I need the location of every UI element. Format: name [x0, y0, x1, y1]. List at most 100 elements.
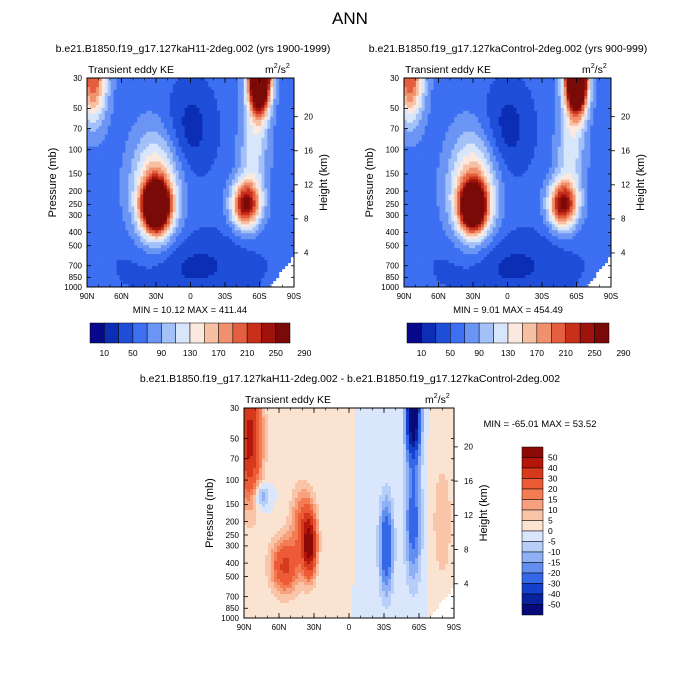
height-tick-label: 12 [304, 181, 313, 190]
x-tick-label: 60S [569, 292, 583, 301]
height-tick-label: 20 [304, 113, 313, 122]
x-tick-label: 60N [431, 292, 446, 301]
colorbar-label: 30 [548, 474, 558, 484]
x-tick-label: 30S [535, 292, 549, 301]
x-tick-label: 0 [188, 292, 193, 301]
y-axis-title: Pressure (mb) [204, 478, 216, 548]
colorbar-swatch [89, 322, 105, 344]
y-tick-label: 500 [386, 241, 400, 250]
unit-label-control: m2/s2 [582, 63, 607, 76]
colorbar-label: -10 [548, 547, 561, 557]
x-tick-label: 90N [80, 292, 95, 301]
colorbar-label: 0 [548, 526, 553, 536]
colorbar-swatch [521, 583, 544, 595]
colorbar-swatch [478, 322, 494, 344]
colorbar-swatch [493, 322, 509, 344]
colorbar-swatch [507, 322, 523, 344]
colorbar-label: 10 [100, 348, 110, 358]
y-tick-label: 850 [226, 604, 240, 613]
colorbar-label: 210 [240, 348, 254, 358]
colorbar-swatch [551, 322, 566, 344]
y-tick-label: 700 [386, 262, 400, 271]
height-tick-label: 12 [464, 511, 473, 520]
y-tick-label: 70 [73, 124, 82, 133]
colorbar-swatch [521, 572, 544, 584]
x-tick-label: 30N [149, 292, 164, 301]
x-tick-label: 90S [447, 623, 461, 632]
y-tick-label: 150 [226, 500, 240, 509]
x-tick-label: 30S [377, 623, 391, 632]
x-tick-label: 90S [287, 292, 301, 301]
colorbar-label: -50 [548, 600, 561, 610]
y-tick-label: 70 [390, 124, 399, 133]
y-tick-label: 50 [73, 104, 82, 113]
x-tick-label: 60N [114, 292, 129, 301]
colorbar-swatch [275, 322, 291, 344]
colorbar-label: 90 [157, 348, 167, 358]
colorbar-swatch [450, 322, 465, 344]
panel-title-difference: b.e21.B1850.f19_g17.127kaH11-2deg.002 - … [140, 373, 560, 385]
y-tick-label: 1000 [381, 283, 399, 292]
y-tick-label: 700 [69, 262, 83, 271]
y-tick-label: 50 [230, 434, 239, 443]
y-tick-label: 850 [69, 273, 83, 282]
colorbar-swatch [118, 322, 134, 344]
x-tick-label: 0 [505, 292, 510, 301]
heatmap-field-case [87, 78, 294, 287]
height-tick-label: 8 [621, 215, 626, 224]
colorbar-swatch [521, 541, 544, 553]
subtitle-case: Transient eddy KE [88, 64, 174, 76]
colorbar-label: -40 [548, 589, 561, 599]
colorbar-swatch [406, 322, 422, 344]
colorbar-control: 10 50 90 130 170 210 250 290 [406, 322, 631, 358]
colorbar-label: -20 [548, 568, 561, 578]
y-axis-title-right: Height (km) [318, 154, 330, 211]
height-tick-label: 20 [464, 443, 473, 452]
y-tick-label: 1000 [221, 614, 239, 623]
colorbar-swatch [132, 322, 148, 344]
x-tick-label: 0 [347, 623, 352, 632]
y-axis-title-right: Height (km) [635, 154, 647, 211]
colorbar-label: 10 [548, 505, 558, 515]
colorbar-label: 50 [548, 453, 558, 463]
colorbar-label: 170 [530, 348, 544, 358]
x-tick-label: 60S [252, 292, 266, 301]
colorbar-label: 130 [183, 348, 197, 358]
colorbar-swatch [246, 322, 262, 344]
min-max-label-case: MIN = 10.12 MAX = 411.44 [133, 305, 247, 316]
x-tick-label: 90N [237, 623, 252, 632]
y-tick-label: 200 [386, 187, 400, 196]
y-tick-label: 250 [69, 200, 83, 209]
y-tick-label: 30 [390, 74, 399, 83]
height-tick-label: 8 [304, 215, 309, 224]
panel-title-control: b.e21.B1850.f19_g17.127kaControl-2deg.00… [369, 43, 647, 55]
colorbar-swatch [261, 322, 276, 344]
y-tick-label: 250 [386, 200, 400, 209]
subtitle-control: Transient eddy KE [405, 64, 491, 76]
colorbar-label: 50 [446, 348, 456, 358]
y-tick-label: 400 [69, 228, 83, 237]
colorbar-label: 130 [501, 348, 515, 358]
unit-label-difference: m2/s2 [425, 393, 450, 406]
colorbar-swatch [104, 322, 119, 344]
colorbar-swatch [594, 322, 610, 344]
colorbar-label: 40 [548, 463, 558, 473]
colorbar-swatch [521, 551, 544, 563]
heatmap-field-control [404, 78, 611, 287]
y-tick-label: 250 [226, 531, 240, 540]
colorbar-swatch [189, 322, 205, 344]
y-tick-label: 400 [226, 559, 240, 568]
colorbar-swatch [521, 520, 544, 532]
y-tick-label: 300 [69, 211, 83, 220]
y-tick-label: 100 [386, 146, 400, 155]
y-tick-label: 150 [69, 170, 83, 179]
height-tick-label: 16 [621, 147, 630, 156]
colorbar-swatch [521, 593, 544, 605]
panel-title-case: b.e21.B1850.f19_g17.127kaH11-2deg.002 (y… [56, 43, 331, 55]
y-axis-title: Pressure (mb) [47, 148, 59, 218]
y-tick-label: 100 [69, 146, 83, 155]
y-tick-label: 30 [73, 74, 82, 83]
colorbar-swatch [521, 467, 544, 479]
